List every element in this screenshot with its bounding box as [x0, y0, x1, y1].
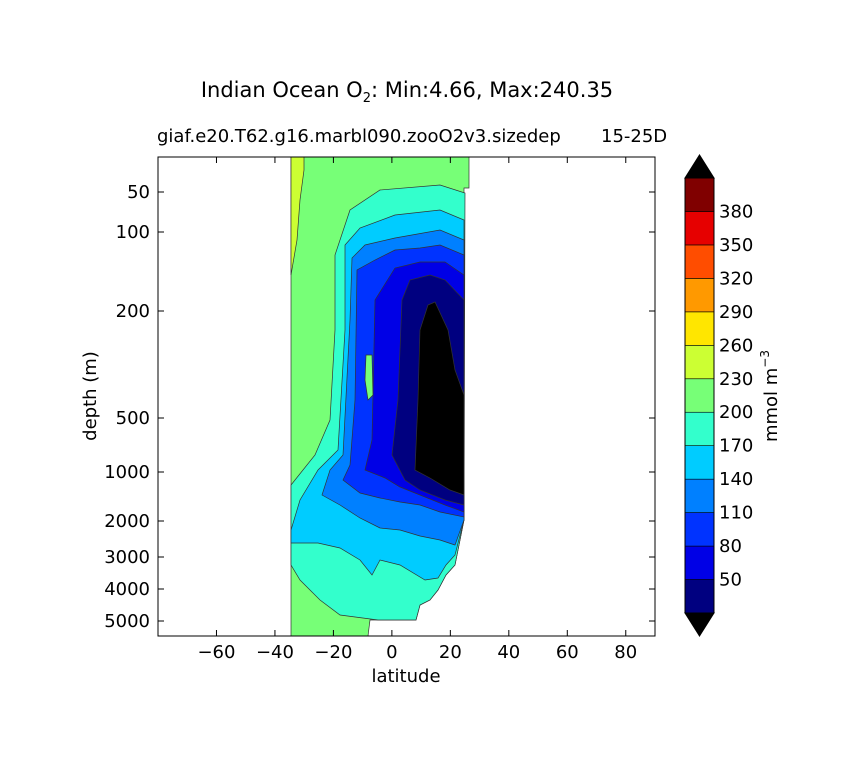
colorbar-tick-label: 140: [719, 469, 753, 490]
colorbar-segment: [684, 211, 715, 246]
y-tick-label: 1000: [104, 462, 150, 483]
colorbar-segment: [684, 177, 715, 212]
colorbar-extend-top: [684, 154, 715, 179]
colorbar-segment: [684, 411, 715, 446]
colorbar-segment: [684, 545, 715, 580]
colorbar-segment: [684, 345, 715, 380]
x-tick-label: −20: [314, 642, 352, 663]
y-tick-label: 5000: [104, 611, 150, 632]
colorbar-tick-label: 170: [719, 436, 753, 457]
x-tick-label: −40: [256, 642, 294, 663]
colorbar-extend-bottom: [684, 612, 715, 637]
colorbar-segment: [684, 512, 715, 547]
colorbar-segment: [684, 311, 715, 346]
colorbar-segment: [684, 244, 715, 279]
y-tick-label: 200: [116, 301, 150, 322]
colorbar-tick-label: 200: [719, 402, 753, 423]
colorbar-tick-label: 80: [719, 536, 742, 557]
y-tick-label: 4000: [104, 579, 150, 600]
colorbar-segment: [684, 579, 715, 614]
plot-frame: [157, 156, 656, 637]
colorbar-segment: [684, 278, 715, 313]
y-tick-label: 3000: [104, 547, 150, 568]
y-tick-label: 500: [116, 408, 150, 429]
y-axis: 50 100 200 500 1000 2000 3000 4000 5000: [104, 182, 655, 632]
colorbar-frame: [684, 177, 715, 614]
contour-band-230-260: [290, 157, 305, 276]
y-axis-label: depth (m): [80, 351, 101, 441]
colorbar-tick-label: 350: [719, 235, 753, 256]
colorbar-segment: [684, 445, 715, 480]
colorbar-tick-label: 110: [719, 503, 753, 524]
x-tick-label: 80: [614, 642, 637, 663]
chart-subtitle-period: 15-25D: [601, 126, 668, 147]
x-axis: −60 −40 −20 0 20 40 60 80: [197, 157, 637, 663]
colorbar-tick-label: 230: [719, 369, 753, 390]
colorbar-segment: [684, 378, 715, 413]
colorbar-segment: [684, 478, 715, 513]
colorbar-tick-label: 380: [719, 201, 753, 222]
chart-title: Indian Ocean O2: Min:4.66, Max:240.35: [200, 78, 614, 107]
y-tick-label: 50: [127, 182, 150, 203]
x-tick-label: −60: [197, 642, 235, 663]
colorbar-tick-label: 260: [719, 335, 753, 356]
colorbar: 50 80 110 140 170 200 230 260 290 320 350 380: [684, 154, 753, 637]
colorbar-label: mmol m−3: [758, 350, 782, 442]
x-tick-label: 20: [439, 642, 462, 663]
colorbar-tick-label: 290: [719, 302, 753, 323]
x-tick-label: 40: [497, 642, 520, 663]
contour-field: [290, 157, 470, 636]
x-tick-label: 60: [556, 642, 579, 663]
y-tick-label: 100: [116, 222, 150, 243]
y-tick-label: 2000: [104, 511, 150, 532]
contour-island: [364, 354, 374, 401]
x-axis-label: latitude: [371, 666, 440, 687]
contour-band-below-20: [414, 301, 465, 496]
colorbar-tick-label: 50: [719, 570, 742, 591]
colorbar-tick-label: 320: [719, 268, 753, 289]
chart-subtitle-case: giaf.e20.T62.g16.marbl090.zooO2v3.sizede…: [157, 126, 561, 147]
x-tick-label: 0: [386, 642, 397, 663]
